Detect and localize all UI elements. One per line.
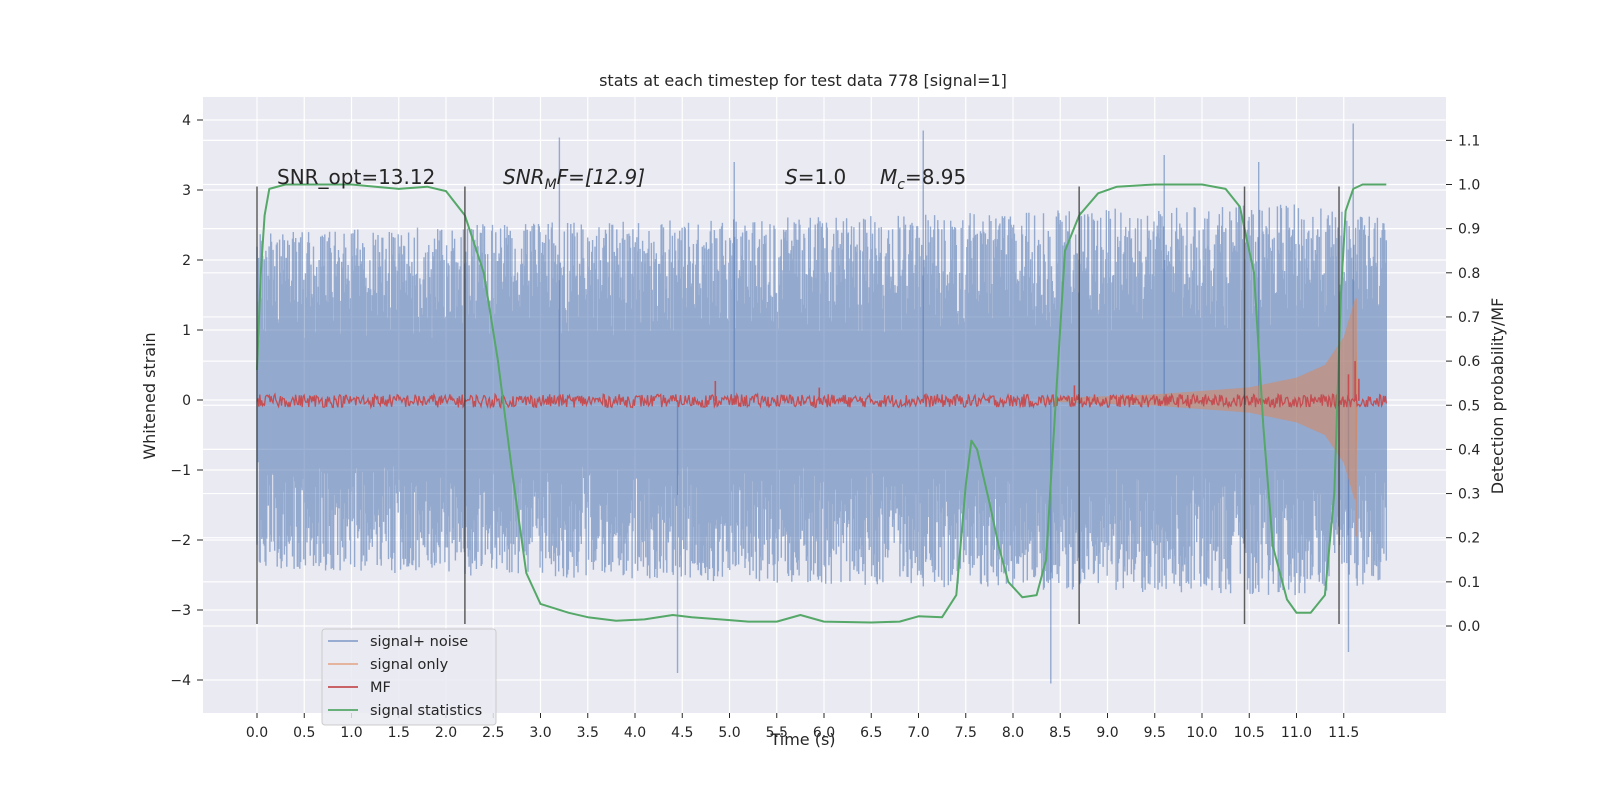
x-tick-label-4: 2.0 <box>435 725 457 741</box>
y-right-tick-label-11: 1.1 <box>1458 133 1480 149</box>
series-mf <box>256 361 1387 410</box>
chart-title: stats at each timestep for test data 778… <box>599 71 1007 90</box>
annotation-snr-opt: SNR_opt=13.12 <box>277 165 435 189</box>
annotation-mc-value: =8.95 <box>905 165 966 189</box>
y-left-tick-label-1: −3 <box>170 603 191 619</box>
x-tick-label-15: 7.5 <box>955 725 977 741</box>
y-left-tick-label-6: 2 <box>182 253 191 269</box>
annotation-mc-subscript: c <box>897 177 905 193</box>
annotation-s: S=1.0 <box>785 165 846 189</box>
legend-label-signal-only: signal only <box>370 657 449 673</box>
x-axis-label: Time (s) <box>769 730 835 749</box>
series-signal-statistics <box>256 183 1387 624</box>
annotation-mc-symbol: M <box>880 165 897 189</box>
legend-label-signal-statistics: signal statistics <box>370 703 482 719</box>
legend-frame <box>321 628 497 726</box>
y-right-tick-label-0: 0.0 <box>1458 619 1480 635</box>
y-right-tick-label-6: 0.6 <box>1458 354 1480 370</box>
y-axis-right: 0.0 0.1 0.2 0.3 0.4 0.5 0.6 0.7 0.8 0.9 1.0 1.1 <box>1446 133 1480 635</box>
y-right-tick-label-8: 0.8 <box>1458 266 1480 282</box>
y-left-tick-label-7: 3 <box>182 183 191 199</box>
annotation-snr-mf-symbol: SNR <box>503 165 545 189</box>
x-tick-label-12: 6.0 <box>813 725 835 741</box>
x-tick-label-22: 11.0 <box>1281 725 1312 741</box>
y-left-tick-label-3: −1 <box>170 463 191 479</box>
x-tick-label-5: 2.5 <box>482 725 504 741</box>
y-left-tick-label-2: −2 <box>170 533 191 549</box>
y-left-tick-label-8: 4 <box>182 113 191 129</box>
x-axis: 0.0 0.5 1.0 1.5 2.0 2.5 3.0 3.5 4.0 4.5 5.0 5.5 6.0 6… <box>246 713 1359 741</box>
x-tick-label-23: 11.5 <box>1328 725 1359 741</box>
x-tick-label-6: 3.0 <box>529 725 551 741</box>
x-tick-label-3: 1.5 <box>388 725 410 741</box>
y-axis-left-label: Whitened strain <box>140 332 159 459</box>
y-axis-right-label: Detection probability/MF <box>1488 298 1507 495</box>
y-axis-left: −4 −3 −2 −1 0 1 2 3 4 <box>170 113 203 689</box>
x-tick-label-21: 10.5 <box>1234 725 1265 741</box>
annotation-mc: Mc=8.95 <box>880 165 966 193</box>
annotations: SNR_opt=13.12 SNRMF=[12.9] S=1.0 Mc=8.95 <box>277 165 966 193</box>
y-right-tick-label-10: 1.0 <box>1458 178 1480 194</box>
y-right-tick-label-1: 0.1 <box>1458 575 1480 591</box>
y-right-tick-label-2: 0.2 <box>1458 531 1480 547</box>
mf-trace <box>256 391 1387 410</box>
x-tick-label-19: 9.5 <box>1144 725 1166 741</box>
annotation-s-symbol: S <box>785 165 798 189</box>
x-tick-label-2: 1.0 <box>340 725 362 741</box>
y-right-tick-label-9: 0.9 <box>1458 222 1480 238</box>
annotation-snr-mf-subscript: M <box>545 177 557 193</box>
x-tick-label-20: 10.0 <box>1186 725 1217 741</box>
x-tick-label-1: 0.5 <box>293 725 315 741</box>
x-tick-label-0: 0.0 <box>246 725 268 741</box>
annotation-snr-mf-value: F=[12.9] <box>557 165 645 189</box>
x-tick-label-11: 5.5 <box>766 725 788 741</box>
series-signal-only <box>1041 298 1358 537</box>
x-tick-label-10: 5.0 <box>718 725 740 741</box>
annotation-snr-mf: SNRMF=[12.9] <box>503 165 645 193</box>
y-left-tick-label-4: 0 <box>182 393 191 409</box>
legend: signal+ noise signal only MF signal stat… <box>321 628 497 726</box>
y-left-tick-label-5: 1 <box>182 323 191 339</box>
signal-statistics-line <box>256 183 1387 624</box>
series-layer <box>256 123 1387 684</box>
legend-label-signal-noise: signal+ noise <box>370 634 468 650</box>
x-tick-label-18: 9.0 <box>1096 725 1118 741</box>
signal-only-chirp <box>1041 299 1358 501</box>
y-right-tick-label-3: 0.3 <box>1458 487 1480 503</box>
x-tick-label-9: 4.5 <box>671 725 693 741</box>
annotation-s-value: =1.0 <box>798 165 847 189</box>
y-left-tick-label-0: −4 <box>170 673 191 689</box>
y-right-tick-label-4: 0.4 <box>1458 442 1480 458</box>
x-tick-label-16: 8.0 <box>1002 725 1024 741</box>
x-tick-label-7: 3.5 <box>577 725 599 741</box>
x-tick-label-14: 7.0 <box>907 725 929 741</box>
x-tick-label-17: 8.5 <box>1049 725 1071 741</box>
x-tick-label-8: 4.0 <box>624 725 646 741</box>
legend-label-mf: MF <box>370 680 391 696</box>
x-tick-label-13: 6.5 <box>860 725 882 741</box>
y-right-tick-label-7: 0.7 <box>1458 310 1480 326</box>
y-right-tick-label-5: 0.5 <box>1458 398 1480 414</box>
vertical-markers <box>256 186 1340 624</box>
